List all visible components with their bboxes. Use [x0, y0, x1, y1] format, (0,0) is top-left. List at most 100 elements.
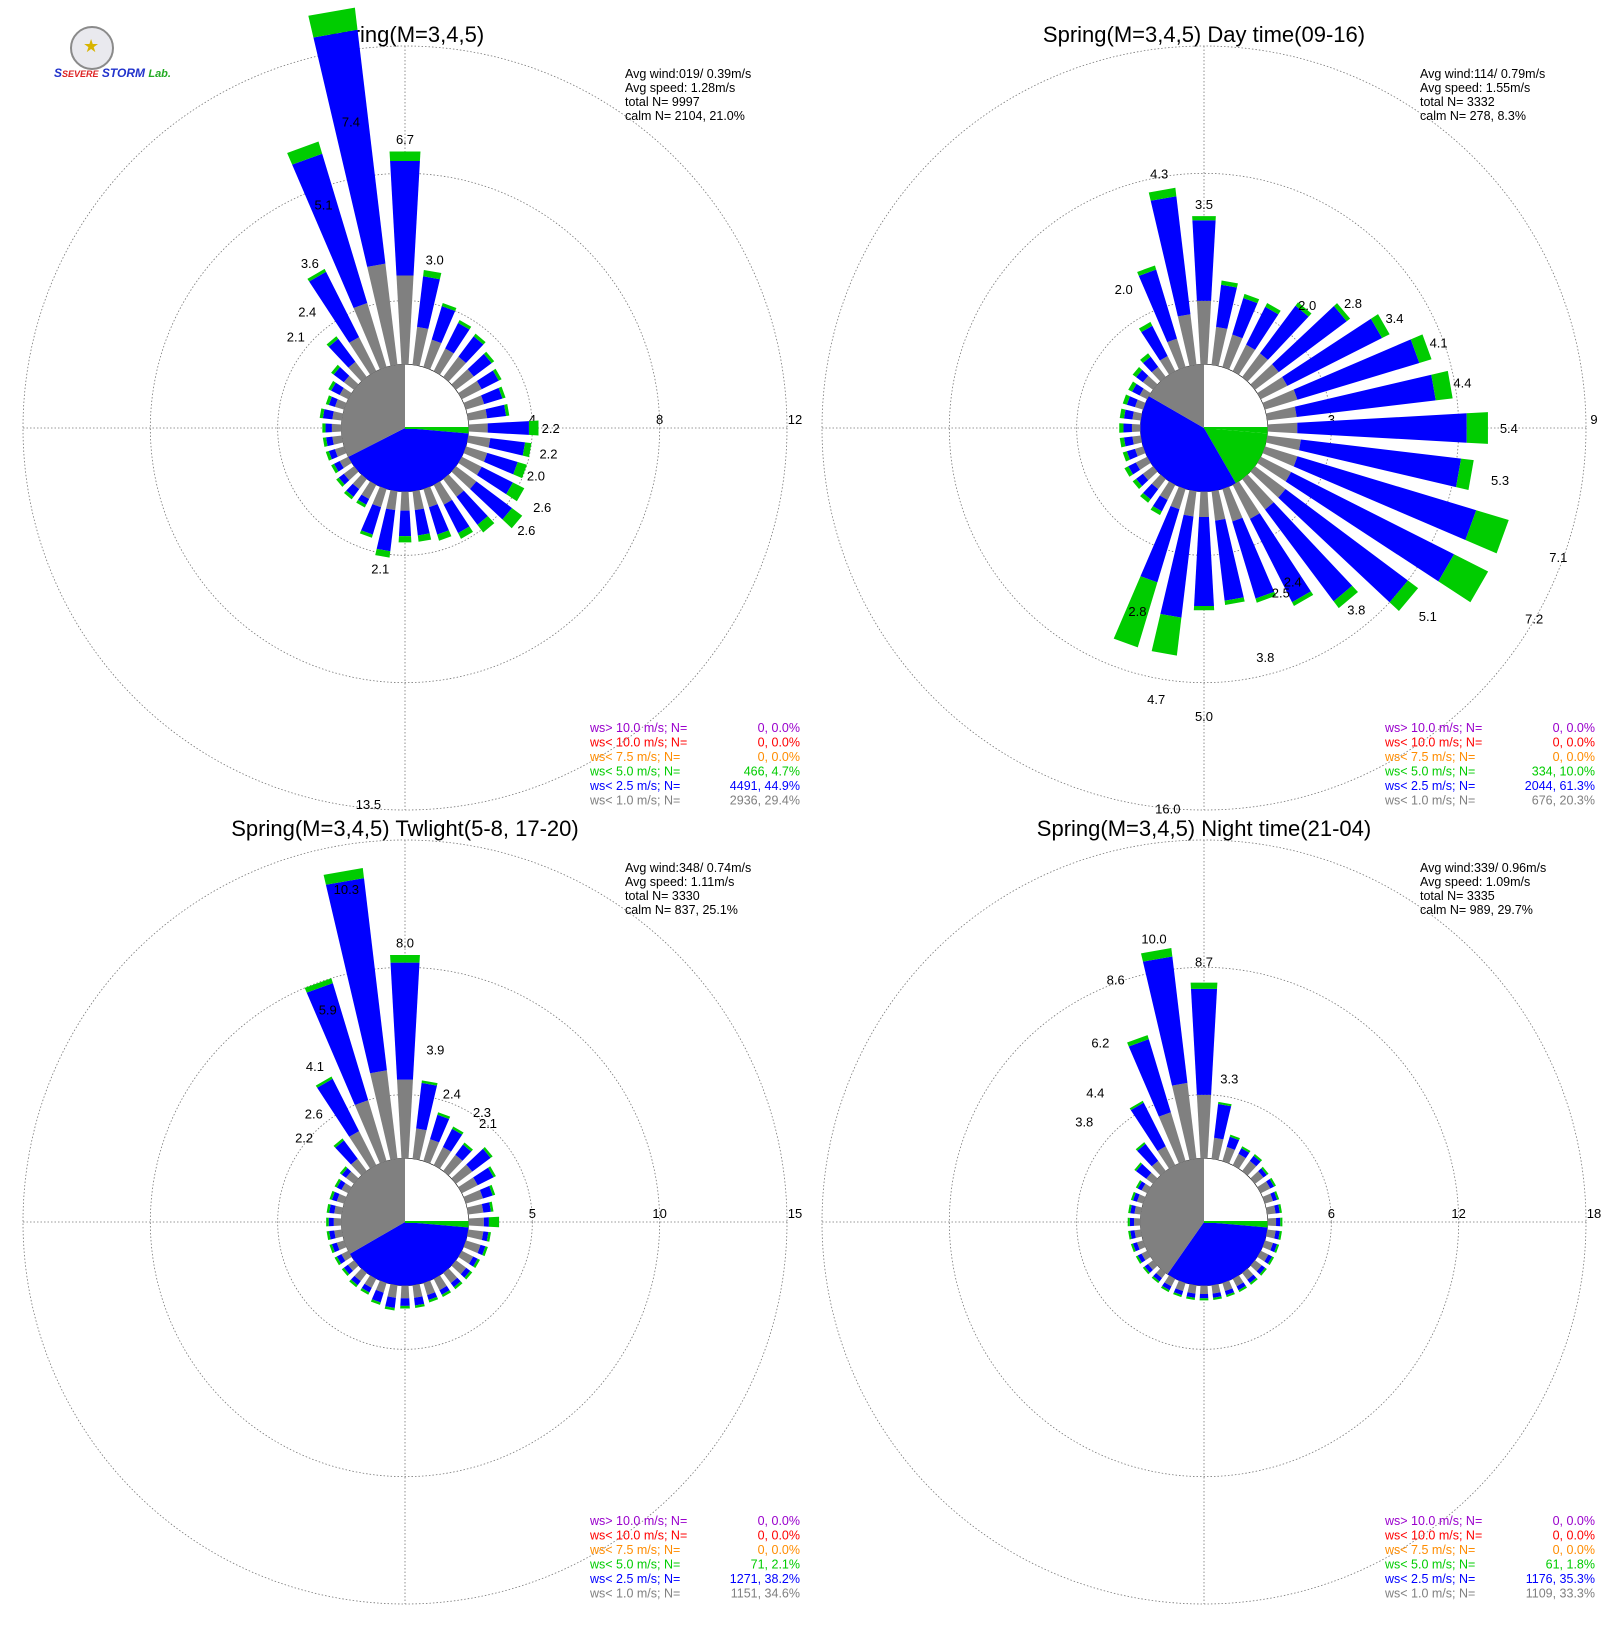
petal-calm-band: [1159, 481, 1176, 500]
petal-mid-band: [1144, 1263, 1153, 1273]
petal-high-band: [1456, 458, 1474, 491]
petal-calm-band: [1175, 1280, 1186, 1292]
petal-calm-band: [1159, 356, 1176, 375]
petal-high-band: [502, 508, 523, 529]
petal-mid-band: [1136, 473, 1149, 487]
petal-mid-band: [485, 404, 507, 419]
petal-mid-band: [1285, 472, 1455, 582]
stats-line: calm N= 2104, 21.0%: [625, 109, 745, 123]
petal-calm-band: [1211, 489, 1226, 521]
petal-mid-band: [333, 366, 350, 383]
petal-mid-band: [331, 382, 344, 395]
petal-calm-band: [1262, 389, 1298, 410]
petal-high-band: [1135, 1142, 1146, 1151]
legend-value: 0, 0.0%: [1553, 1514, 1595, 1528]
petal-value-label: 2.1: [371, 561, 389, 576]
petal-high-band: [1221, 280, 1238, 288]
petal-high-band: [1238, 1285, 1247, 1293]
petal-mid-band: [325, 436, 334, 447]
petal-high-band: [437, 1112, 451, 1120]
petal-high-band: [1142, 1266, 1150, 1275]
petal-mid-band: [1258, 1168, 1267, 1178]
petal-value-label: 8.0: [396, 936, 414, 951]
petal-high-band: [326, 1217, 329, 1227]
petal-value-label: 2.2: [539, 446, 557, 461]
petal-mid-band: [385, 1296, 396, 1308]
petal-calm-band: [463, 1189, 484, 1204]
petal-calm-band: [1262, 1193, 1274, 1204]
petal-high-band: [341, 1267, 350, 1277]
petal-mid-band: [350, 1275, 361, 1286]
petal-calm-band: [343, 466, 359, 481]
petal-high-band: [504, 404, 510, 416]
petal-value-label: 5.4: [1500, 421, 1518, 436]
petal-mid-band: [361, 504, 382, 535]
petal-high-band: [1370, 314, 1390, 339]
petal-calm-band: [458, 456, 482, 476]
petal-calm-band: [396, 275, 414, 365]
petal-calm-band: [1232, 1275, 1244, 1287]
petal-mid-band: [328, 338, 356, 368]
petal-mid-band: [1153, 1273, 1163, 1282]
petal-high-band: [1141, 948, 1173, 962]
petal-mid-band: [414, 508, 430, 536]
petal-mid-band: [331, 1242, 340, 1253]
petal-value-label: 3.8: [1347, 603, 1365, 618]
petal-high-band: [1119, 408, 1126, 419]
petal-mid-band: [1278, 489, 1408, 603]
petal-value-label: 3.0: [426, 252, 444, 267]
petal-high-band: [1466, 412, 1488, 444]
petal-mid-band: [445, 322, 470, 354]
legend-label: ws> 10.0 m/s; N=: [589, 721, 687, 735]
petal-value-label: 10.0: [1141, 931, 1166, 946]
petal-mid-band: [428, 504, 449, 535]
petal-calm-band: [1132, 435, 1143, 445]
petal-calm-band: [412, 326, 429, 367]
petal-high-band: [329, 1190, 335, 1200]
petal-high-band: [1431, 370, 1453, 401]
legend-value: 0, 0.0%: [758, 1514, 800, 1528]
petal-calm-band: [1151, 366, 1166, 382]
petal-high-band: [1213, 1296, 1222, 1300]
petal-high-band: [486, 1231, 491, 1242]
petal-mid-band: [1199, 1294, 1209, 1299]
petal-high-band: [423, 269, 442, 280]
petal-high-band: [1140, 353, 1151, 364]
petal-mid-band: [1123, 423, 1132, 433]
legend-label: ws< 5.0 m/s; N=: [1384, 765, 1475, 779]
petal-mid-band: [1264, 1254, 1273, 1264]
legend-label: ws> 10.0 m/s; N=: [1384, 721, 1482, 735]
petal-calm-band: [1242, 353, 1268, 382]
petal-high-band: [1274, 1244, 1280, 1253]
petal-calm-band: [1222, 334, 1243, 370]
legend-label: ws< 7.5 m/s; N=: [1384, 1543, 1475, 1557]
petal-calm-band: [1257, 456, 1292, 482]
petal-mid-band: [336, 1254, 346, 1264]
petal-calm-band: [1232, 481, 1260, 519]
petal-mid-band: [456, 490, 488, 525]
petal-calm-band: [336, 1193, 347, 1204]
petal-value-label: 3.9: [426, 1043, 444, 1058]
petal-high-band: [1199, 1298, 1209, 1301]
petal-mid-band: [1214, 1103, 1232, 1140]
lab-seal-icon: [70, 26, 114, 70]
petal-mid-band: [1194, 516, 1214, 606]
petal-calm-band: [1257, 376, 1288, 400]
petal-calm-band: [412, 1128, 427, 1161]
petal-mid-band: [481, 1202, 491, 1213]
petal-calm-band: [1196, 1094, 1212, 1159]
petal-calm-band: [1156, 1268, 1166, 1279]
petal-high-band: [1265, 302, 1281, 315]
stats-line: Avg wind:019/ 0.39m/s: [625, 67, 751, 81]
petal-calm-band: [370, 1070, 398, 1161]
stats-line: Avg speed: 1.28m/s: [625, 81, 735, 95]
petal-mid-band: [1232, 297, 1258, 339]
ring-label: 4: [529, 412, 536, 427]
ring-label: 18: [1587, 1206, 1601, 1221]
petal-high-band: [1135, 1180, 1142, 1189]
petal-high-band: [1193, 605, 1215, 611]
petal-mid-band: [1138, 269, 1178, 343]
petal-calm-band: [334, 446, 347, 457]
stats-line: Avg speed: 1.55m/s: [1420, 81, 1530, 95]
stats-line: Avg wind:348/ 0.74m/s: [625, 861, 751, 875]
